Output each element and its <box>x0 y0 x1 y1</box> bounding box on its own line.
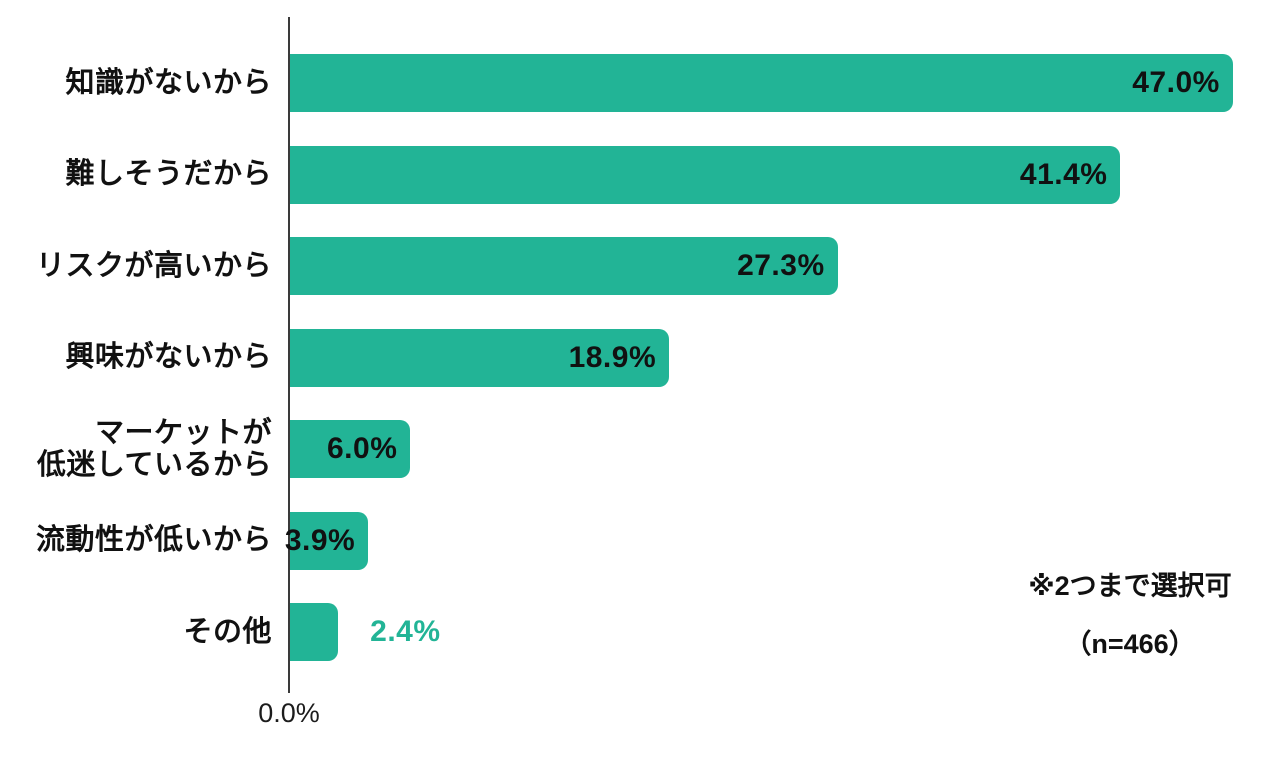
chart-annotation: ※2つまで選択可 （n=466） <box>975 564 1285 661</box>
value-label: 6.0% <box>326 432 398 465</box>
bar-track: 6.0% <box>290 420 1288 478</box>
bar <box>290 603 339 661</box>
value-label: 18.9% <box>568 340 657 374</box>
value-label: 41.4% <box>1019 157 1108 191</box>
bar-row: 興味がないから 18.9% <box>0 312 1288 404</box>
bar <box>290 420 411 478</box>
bar-track: 41.4% <box>290 145 1288 204</box>
value-label: 3.9% <box>284 523 356 557</box>
category-label: リスクが高いから <box>35 249 272 282</box>
category-label: 知識がないから <box>65 66 272 99</box>
bar-track: 2.4% <box>290 603 1288 661</box>
category-label: マーケットが 低迷しているから <box>36 416 272 481</box>
bar <box>290 328 670 387</box>
bar-row: 流動性が低いから 3.9% <box>0 495 1288 587</box>
bar-row: マーケットが 低迷しているから 6.0% <box>0 403 1288 495</box>
category-label: 難しそうだから <box>65 158 272 191</box>
bar-track: 3.9% <box>285 511 1288 570</box>
bar <box>290 54 1233 112</box>
bar-row: リスクが高いから 27.3% <box>0 220 1288 312</box>
bar-row: 難しそうだから 41.4% <box>0 129 1288 221</box>
category-label: 興味がないから <box>65 341 272 374</box>
value-label: 27.3% <box>737 249 825 282</box>
bar <box>290 511 369 570</box>
category-label: その他 <box>183 615 272 648</box>
bar-row: 知識がないから 47.0% <box>0 37 1288 129</box>
bar-track: 47.0% <box>290 54 1288 112</box>
annotation-selection-note: ※2つまで選択可 <box>1028 571 1232 601</box>
value-label: 2.4% <box>370 615 441 648</box>
y-axis-line <box>288 17 290 693</box>
bar-track: 18.9% <box>290 328 1288 387</box>
category-label: 流動性が低いから <box>35 524 272 557</box>
bar <box>290 237 838 295</box>
bar <box>290 145 1121 204</box>
value-label: 47.0% <box>1132 66 1220 99</box>
annotation-sample-size: （n=466） <box>1064 629 1196 659</box>
x-axis-tick-label: 0.0% <box>258 698 320 728</box>
bar-track: 27.3% <box>290 237 1288 295</box>
bar-row: その他 2.4% <box>0 586 1288 678</box>
